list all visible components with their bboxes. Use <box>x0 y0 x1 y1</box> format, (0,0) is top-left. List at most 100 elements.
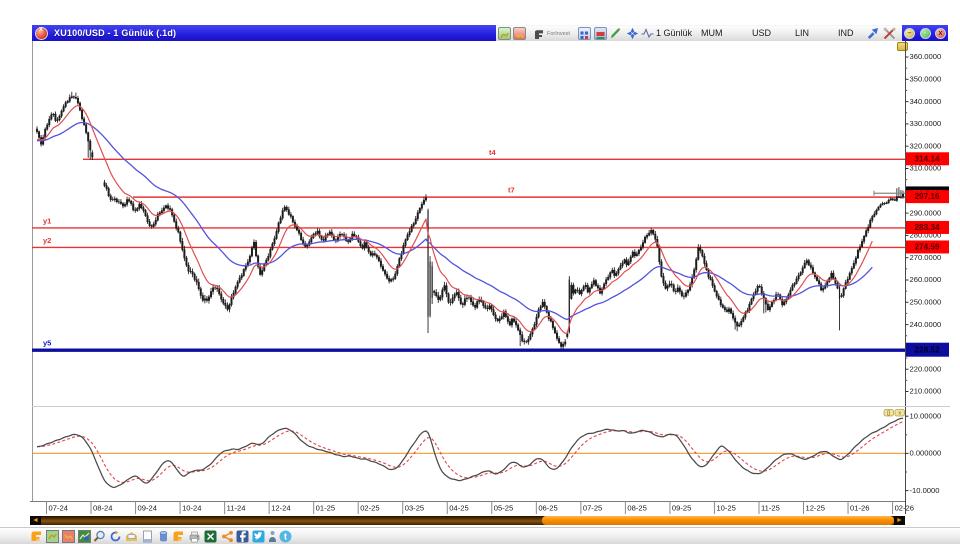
osc-axis-label: -10.0000 <box>910 486 940 495</box>
date-label: 02-25 <box>360 504 379 513</box>
chart-image-icon[interactable] <box>594 27 607 40</box>
date-label: 08-25 <box>627 504 646 513</box>
window-title: XU100/USD - 1 Günlük (.1d) <box>54 28 177 38</box>
close-button[interactable]: x <box>935 27 946 39</box>
price-axis-label: 260.0000 <box>910 275 942 284</box>
date-label: 09-24 <box>138 504 157 513</box>
pin-tag-icon[interactable] <box>897 42 908 51</box>
chart-toolbar: ForInvest 1 Günlük MUM USD LIN IND <box>496 25 902 41</box>
date-label: 06-25 <box>538 504 557 513</box>
line-price-box-t7-text: 297.16 <box>914 192 939 201</box>
forinvest-logo-icon <box>533 28 546 41</box>
date-label: 08-24 <box>93 504 112 513</box>
menu-usd[interactable]: USD <box>752 28 772 38</box>
price-axis-label: 210.0000 <box>910 387 942 396</box>
person-icon[interactable] <box>268 530 281 543</box>
date-label: 09-25 <box>672 504 691 513</box>
price-axis-label: 320.0000 <box>910 141 942 150</box>
date-label: 07-25 <box>583 504 602 513</box>
tools-icon[interactable] <box>883 27 896 40</box>
sell-red-icon[interactable] <box>513 27 526 40</box>
pane-close-button[interactable] <box>894 409 905 417</box>
menu-mum[interactable]: MUM <box>701 28 723 38</box>
share-icon[interactable] <box>221 530 234 543</box>
zoom-icon[interactable] <box>93 530 106 543</box>
buy-green-icon[interactable] <box>498 27 511 40</box>
date-label: 10-25 <box>716 504 735 513</box>
window-menu-icon[interactable] <box>35 26 48 40</box>
price-axis-label: 220.0000 <box>910 364 942 373</box>
date-label: 10-24 <box>182 504 201 513</box>
line-price-box-y1-text: 283.34 <box>914 223 939 232</box>
line-price-box-y2 <box>906 240 949 254</box>
price-axis-label: 250.0000 <box>910 298 942 307</box>
tweet-circle-icon[interactable]: t <box>279 530 292 543</box>
price-axis-label: 240.0000 <box>910 320 942 329</box>
app-taskbar: t <box>0 527 960 544</box>
brand-label: ForInvest <box>547 31 570 37</box>
waveform-icon[interactable] <box>641 27 654 40</box>
titlebar-title-segment[interactable]: XU100/USD - 1 Günlük (.1d) <box>32 25 496 41</box>
scroll-left-button[interactable]: ◄ <box>30 516 41 525</box>
price-axis-label: 290.0000 <box>910 208 942 217</box>
pencil-icon[interactable] <box>609 27 622 40</box>
price-axis-label: 310.0000 <box>910 164 942 173</box>
line-price-box-y2-text: 274.59 <box>914 243 939 252</box>
forinvest-logo-icon[interactable] <box>30 530 43 543</box>
date-label: 03-25 <box>405 504 424 513</box>
candle-bodies <box>36 96 904 347</box>
pane-restore-button-glyph: [] <box>887 411 890 417</box>
date-label: 12-24 <box>271 504 290 513</box>
pane-restore-button[interactable] <box>883 409 894 417</box>
mail-icon[interactable] <box>125 530 138 543</box>
database-icon[interactable] <box>157 530 170 543</box>
price-axis-label: 340.0000 <box>910 97 942 106</box>
candle-bodies-long <box>427 210 841 333</box>
ma-slow-line <box>36 121 873 321</box>
chart-scrollbar[interactable]: ◄ ► <box>30 516 905 525</box>
window-buttons: – ◌ x <box>902 25 948 41</box>
price-axis-label: 280.0000 <box>910 231 942 240</box>
ma-fast-line <box>36 105 873 334</box>
line-price-box-t7 <box>906 190 949 204</box>
price-axis-label: 350.0000 <box>910 75 942 84</box>
line-price-box-y1 <box>906 220 949 234</box>
chart-green-icon[interactable] <box>78 530 91 543</box>
date-label: 01-25 <box>316 504 335 513</box>
line-price-box-t4 <box>906 152 949 166</box>
grid-blue-icon[interactable] <box>578 27 591 40</box>
trendline-label-y2: y2 <box>43 236 51 245</box>
scrollbar-track[interactable] <box>41 516 894 525</box>
sell-red-icon[interactable] <box>62 530 75 543</box>
candle-wicks <box>36 91 904 350</box>
menu-ind[interactable]: IND <box>838 28 854 38</box>
date-label: 01-26 <box>850 504 869 513</box>
osc-axis-label: 10.00000 <box>910 411 942 420</box>
printer-icon[interactable] <box>188 530 201 543</box>
price-axis-label: 270.0000 <box>910 253 942 262</box>
facebook-icon[interactable] <box>236 530 249 543</box>
trendline-label-t7: t7 <box>508 186 515 195</box>
scroll-right-button[interactable]: ► <box>894 516 905 525</box>
minimize-button[interactable]: – <box>904 27 915 39</box>
send-arrow-icon[interactable] <box>866 27 879 40</box>
line-price-box-y5-text: 228.52 <box>914 345 939 354</box>
diamond-blue-icon[interactable] <box>626 27 639 40</box>
twitter-icon[interactable] <box>252 530 265 543</box>
date-label: 12-25 <box>806 504 825 513</box>
refresh-icon[interactable] <box>109 530 122 543</box>
menu-lin[interactable]: LIN <box>795 28 810 38</box>
osc-main-line <box>36 417 904 488</box>
date-label: 02-26 <box>895 504 914 513</box>
report-page-icon[interactable] <box>141 530 154 543</box>
forinvest-logo-icon[interactable] <box>172 530 185 543</box>
restore-button[interactable]: ◌ <box>919 27 931 39</box>
scrollbar-thumb[interactable] <box>541 516 894 525</box>
excel-icon[interactable] <box>204 530 217 543</box>
line-price-box-t4-text: 314.14 <box>914 154 939 163</box>
price-axis-label: 330.0000 <box>910 119 942 128</box>
period-label[interactable]: 1 Günlük <box>656 28 693 38</box>
buy-green-icon[interactable] <box>46 530 59 543</box>
